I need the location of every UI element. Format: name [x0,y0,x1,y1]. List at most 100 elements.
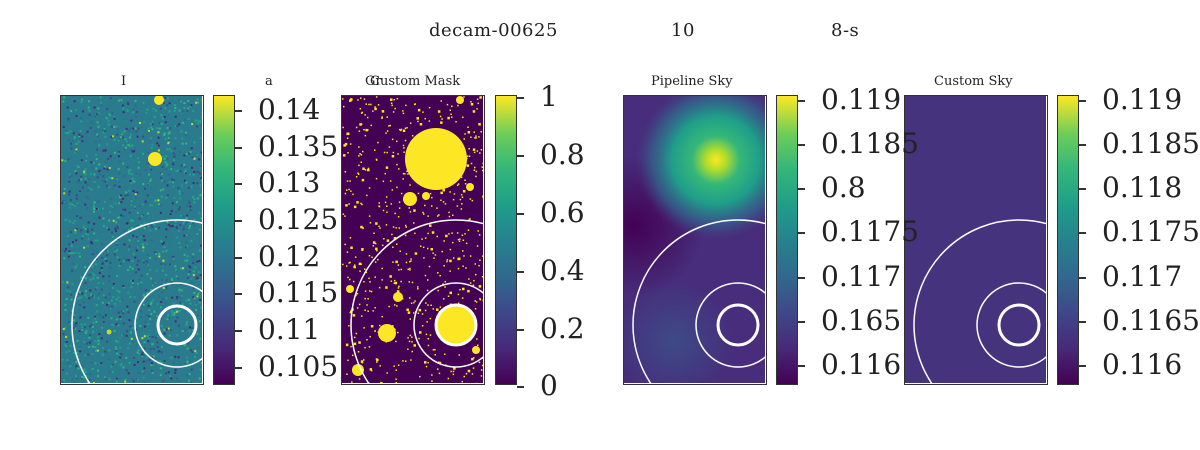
colorbar-tick-label: 0.11 [258,313,321,346]
colorbar-tick [1079,232,1086,234]
sky-gradient [624,96,765,383]
colorbar-tick-label: 0.1185 [1102,127,1200,160]
colorbar-tick-label: 0.2 [540,312,585,345]
colorbar-tick-label: 0.117 [1102,260,1183,293]
colorbar-tick [1079,100,1086,102]
colorbar-tick [235,330,242,332]
image-panel [60,95,204,385]
colorbar-tick [235,183,242,185]
mask-blob [393,292,403,302]
colorbar-tick-label: 0.116 [1102,348,1183,381]
colorbar-tick-label: 0.4 [540,254,585,287]
aperture-inner-ring [997,303,1041,347]
panel-title-custom-sky: Custom Sky [934,74,1013,89]
mask-blob [436,305,476,345]
colorbar-tick [1079,188,1086,190]
mask-blob [378,324,396,342]
aperture-outer-ring [71,219,202,383]
colorbar-tick-label: 0.135 [258,130,339,163]
colorbar-tick-label: 0.116 [821,348,902,381]
panel-title-overlap: Gr [365,74,382,89]
figure-title-suffix: 8-s [831,20,860,41]
panel-extra-label: a [265,74,273,89]
colorbar-tick [517,329,524,331]
colorbar-tick-label: 0.8 [540,138,585,171]
colorbar-tick-label: 0.14 [258,93,321,126]
colorbar-tick-label: 0.125 [258,203,339,236]
noise-texture [61,96,202,383]
colorbar-custom-sky [1057,95,1079,385]
colorbar-tick [1079,365,1086,367]
colorbar-tick [1079,321,1086,323]
colorbar-tick [517,386,524,388]
mask-blob [456,96,464,104]
colorbar-tick [235,220,242,222]
colorbar-tick-label: 1 [540,80,558,113]
mask-blob [403,192,417,206]
mask-blob [352,364,364,376]
sky-fill [905,96,1046,383]
aperture-middle-ring [134,282,202,368]
mask-blob [466,183,474,191]
mask-blob [346,285,354,293]
aperture-inner-ring [156,304,198,346]
colorbar-tick [798,277,805,279]
figure-title-id: decam-00625 [429,20,558,41]
colorbar-tick [235,367,242,369]
colorbar-tick-label: 0.1175 [821,215,919,248]
colorbar-tick-label: 0.12 [258,240,321,273]
colorbar-tick-label: 0.1175 [1102,215,1200,248]
colorbar-tick [235,293,242,295]
colorbar-tick-label: 0.118 [1102,171,1183,204]
colorbar-tick [798,144,805,146]
colorbar-pipeline-sky [776,95,798,385]
aperture-middle-ring [695,282,765,368]
colorbar-tick [517,271,524,273]
colorbar-tick [235,147,242,149]
colorbar-tick [517,97,524,99]
aperture-outer-ring [913,219,1046,383]
mask-blob [405,128,467,190]
colorbar-tick-label: 0.105 [258,350,339,383]
aperture-middle-ring [413,282,483,368]
colorbar-tick-label: 0.8 [821,171,866,204]
bright-source [154,96,164,105]
colorbar-tick [235,257,242,259]
panel-title-custom-mask: Custom Mask [370,74,461,89]
aperture-outer-ring [350,219,483,383]
colorbar-tick [235,110,242,112]
bright-source [148,152,162,166]
colorbar-tick [517,213,524,215]
colorbar-tick-label: 0.6 [540,196,585,229]
colorbar-tick-label: 0.165 [821,304,902,337]
pipeline-sky-panel [623,95,767,385]
colorbar-tick-label: 0.117 [821,260,902,293]
colorbar-tick-label: 0.1185 [821,127,919,160]
colorbar-tick [1079,277,1086,279]
colorbar-image [213,95,235,385]
aperture-inner-ring [434,303,478,347]
colorbar-tick [798,100,805,102]
aperture-inner-ring [716,303,760,347]
colorbar-tick [1079,144,1086,146]
figure-title-number: 10 [671,20,695,41]
custom-mask-panel [341,95,485,385]
colorbar-tick-label: 0.119 [821,83,902,116]
mask-blob [472,346,480,354]
colorbar-tick-label: 0.115 [258,276,339,309]
mask-speckles [342,96,483,383]
colorbar-tick-label: 0.1165 [1102,304,1200,337]
colorbar-tick [798,188,805,190]
aperture-middle-ring [976,282,1046,368]
colorbar-tick-label: 0 [540,369,558,402]
mask-blob [422,192,430,200]
colorbar-tick-label: 0.13 [258,166,321,199]
custom-sky-panel [904,95,1048,385]
colorbar-tick-label: 0.119 [1102,83,1183,116]
panel-title-image: I [121,74,127,89]
aperture-outer-ring [632,219,765,383]
bright-source [106,329,112,335]
colorbar-tick [798,365,805,367]
panel-title-pipeline-sky: Pipeline Sky [651,74,733,89]
colorbar-tick [517,155,524,157]
